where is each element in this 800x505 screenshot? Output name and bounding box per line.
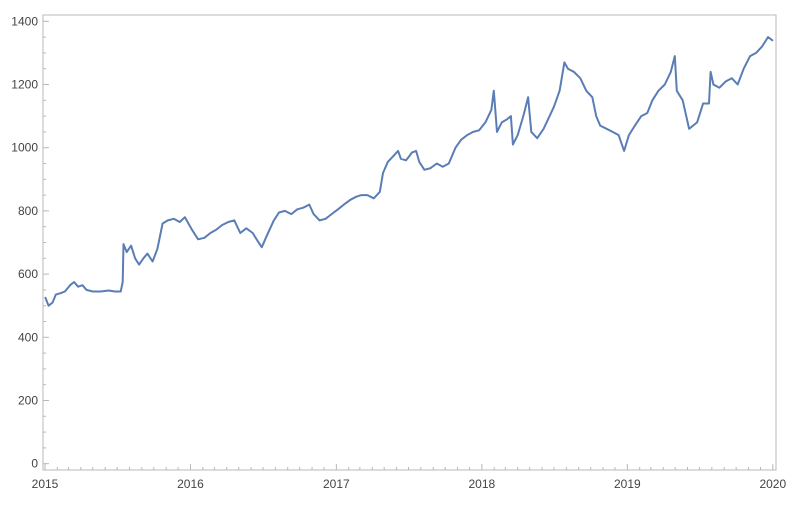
y-tick-label: 1200: [11, 78, 38, 92]
y-tick-label: 1400: [11, 14, 38, 28]
x-tick-label: 2018: [468, 477, 495, 491]
y-tick-label: 400: [18, 330, 38, 344]
y-tick-label: 200: [18, 393, 38, 407]
y-tick-label: 800: [18, 204, 38, 218]
y-tick-label: 600: [18, 267, 38, 281]
x-tick-label: 2019: [614, 477, 641, 491]
x-tick-label: 2017: [323, 477, 350, 491]
x-tick-label: 2015: [32, 477, 59, 491]
x-axis: 2015 2016 2017 2018 2019 2020: [32, 464, 786, 491]
y-tick-label: 0: [31, 457, 38, 471]
y-tick-label: 1000: [11, 141, 38, 155]
x-tick-label: 2016: [177, 477, 204, 491]
x-tick-label: 2020: [759, 477, 786, 491]
y-axis: 0 200 400 600 800 1000 1200 1400: [11, 14, 49, 471]
series-line: [44, 36, 774, 307]
series-layer: [44, 36, 774, 307]
